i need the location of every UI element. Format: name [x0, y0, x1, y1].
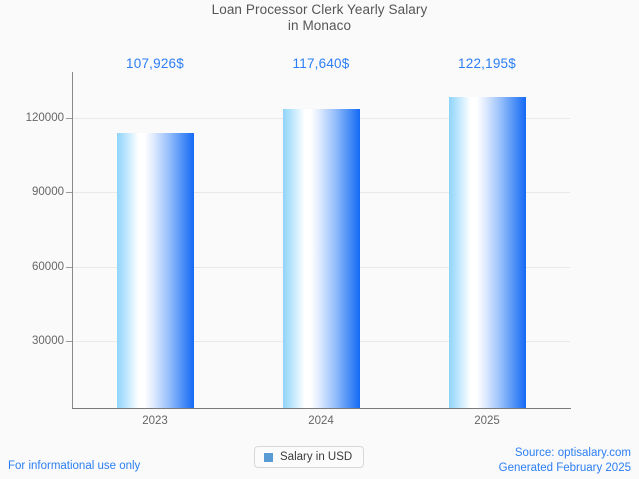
generated-text: Generated February 2025: [498, 462, 631, 474]
bar-2025[interactable]: [448, 96, 526, 408]
ytick-label-30000: 30000: [32, 335, 64, 347]
disclaimer-text: For informational use only: [8, 460, 141, 472]
bar-2024[interactable]: [282, 108, 360, 408]
bars-layer: [72, 72, 570, 408]
xtick-label-2023: 2023: [142, 415, 168, 427]
ytick-label-120000: 120000: [25, 112, 64, 124]
ytick-label-90000: 90000: [32, 186, 64, 198]
bar-2023[interactable]: [116, 133, 194, 408]
source-text: Source: optisalary.com: [514, 447, 631, 459]
chart-legend[interactable]: Salary in USD: [254, 446, 365, 468]
y-axis-line: [72, 72, 73, 409]
ytick-label-60000: 60000: [32, 261, 64, 273]
legend-swatch-icon: [264, 452, 273, 462]
value-label-2024: 117,640$: [292, 56, 350, 71]
ytick-mark-60000: [66, 267, 72, 268]
x-axis-line: [72, 408, 571, 409]
value-label-2023: 107,926$: [126, 56, 184, 71]
xtick-label-2025: 2025: [474, 415, 500, 427]
legend-item-label: Salary in USD: [280, 451, 353, 463]
chart-title: Loan Processor Clerk Yearly Salary in Mo…: [211, 2, 428, 33]
xtick-label-2024: 2024: [308, 415, 334, 427]
ytick-mark-30000: [66, 341, 72, 342]
source-block: Source: optisalary.com Generated Februar…: [499, 446, 631, 476]
ytick-mark-90000: [66, 192, 72, 193]
value-label-2025: 122,195$: [458, 56, 516, 71]
ytick-mark-120000: [66, 118, 72, 119]
